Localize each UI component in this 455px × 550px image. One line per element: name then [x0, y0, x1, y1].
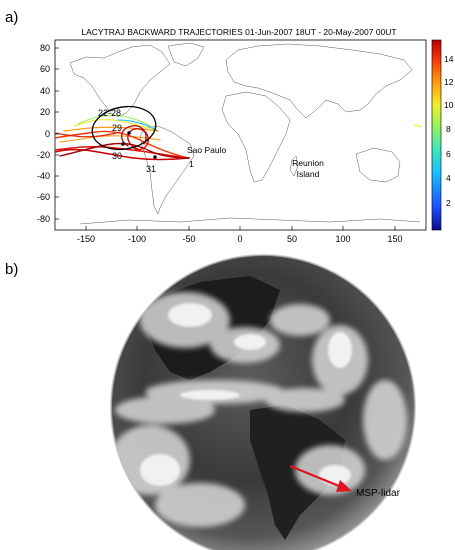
cloud-core — [319, 465, 351, 485]
label-reunion-2: Island — [297, 169, 320, 179]
point-30 — [121, 142, 125, 146]
globe-limb — [110, 254, 416, 550]
trajectory-yellow — [73, 119, 159, 132]
trajectory-orange-2 — [59, 135, 161, 143]
x-tick-label: -100 — [128, 234, 146, 244]
label-29: 29 — [112, 123, 122, 133]
y-axis: 80 60 40 20 0 -20 -40 -60 -80 — [37, 43, 59, 224]
north-america-outline — [69, 44, 171, 118]
cloud-core — [234, 334, 266, 350]
msp-lidar-arrowhead — [336, 480, 352, 492]
trajectory-red-4 — [59, 142, 190, 159]
y-tick-label: -80 — [37, 214, 50, 224]
label-31: 31 — [146, 164, 156, 174]
chart-title: LACYTRAJ BACKWARD TRAJECTORIES 01-Jun-20… — [81, 27, 396, 37]
source-region-ellipse — [91, 105, 157, 151]
msp-lidar-marker: MSP-lidar — [289, 464, 401, 499]
y-tick-label: -40 — [37, 171, 50, 181]
africa-outline — [221, 91, 291, 183]
panel-b-label: b) — [5, 261, 18, 278]
y-tick-label: 20 — [40, 107, 50, 117]
colorbar-tick-label: 2 — [446, 198, 451, 208]
y-tick-label: -20 — [37, 150, 50, 160]
australia-outline — [355, 147, 401, 183]
cloud-core — [140, 454, 180, 486]
cloud-band — [265, 388, 345, 412]
y-tick-label: 40 — [40, 86, 50, 96]
panel-a-label: a) — [5, 9, 18, 26]
coastlines — [69, 42, 421, 225]
satellite-globe — [110, 254, 416, 550]
y-tick-label: 0 — [45, 129, 50, 139]
cloud-band — [155, 483, 245, 527]
greenland-outline — [167, 42, 205, 67]
colorbar-ticks: 14 12 10 8 6 4 2 — [444, 54, 454, 208]
colorbar-tick-label: 14 — [444, 54, 454, 64]
colorbar-tick-label: 4 — [446, 173, 451, 183]
x-tick-label: 0 — [237, 234, 242, 244]
cloud-core — [168, 303, 212, 327]
trajectory-red-5 — [55, 131, 121, 138]
trajectory-red-2 — [55, 148, 190, 161]
point-31 — [153, 155, 157, 159]
colorbar-tick-label: 6 — [446, 149, 451, 159]
x-tick-label: 100 — [335, 234, 350, 244]
colorbar-tick-label: 12 — [444, 77, 454, 87]
label-start-day: 1 — [189, 159, 194, 169]
msp-lidar-label: MSP-lidar — [356, 488, 401, 499]
label-22-28: 22-28 — [98, 108, 121, 118]
cloud-core — [328, 332, 352, 368]
cloud-core — [180, 390, 240, 400]
trajectory-reunion — [413, 124, 423, 128]
south-america-outline — [139, 125, 195, 215]
trajectory-red-3 — [55, 130, 190, 159]
europe-asia-outline — [225, 43, 413, 119]
y-tick-label: 80 — [40, 43, 50, 53]
cloud-band — [270, 304, 330, 336]
msp-lidar-arrow-shaft — [289, 464, 345, 490]
label-sao-paulo: Sao Paulo — [187, 145, 226, 155]
madagascar-outline — [289, 155, 299, 177]
colorbar — [431, 39, 442, 231]
trajectory-red-loop-2 — [121, 125, 147, 147]
trajectory-green — [77, 115, 159, 132]
plot-area — [54, 39, 427, 231]
cloud-band — [363, 380, 407, 460]
x-tick-label: 50 — [287, 234, 297, 244]
label-30: 30 — [112, 151, 122, 161]
y-tick-label: 60 — [40, 64, 50, 74]
antarctica-outline — [79, 217, 421, 225]
x-axis: -150 -100 -50 0 50 100 150 — [77, 226, 403, 244]
cloud-band — [115, 396, 215, 424]
x-tick-label: 150 — [387, 234, 402, 244]
colorbar-tick-label: 10 — [444, 100, 454, 110]
x-tick-label: -150 — [77, 234, 95, 244]
x-tick-label: -50 — [182, 234, 195, 244]
y-tick-label: -60 — [37, 192, 50, 202]
point-29 — [127, 131, 131, 135]
colorbar-tick-label: 8 — [446, 124, 451, 134]
label-reunion-1: Reunion — [292, 158, 324, 168]
